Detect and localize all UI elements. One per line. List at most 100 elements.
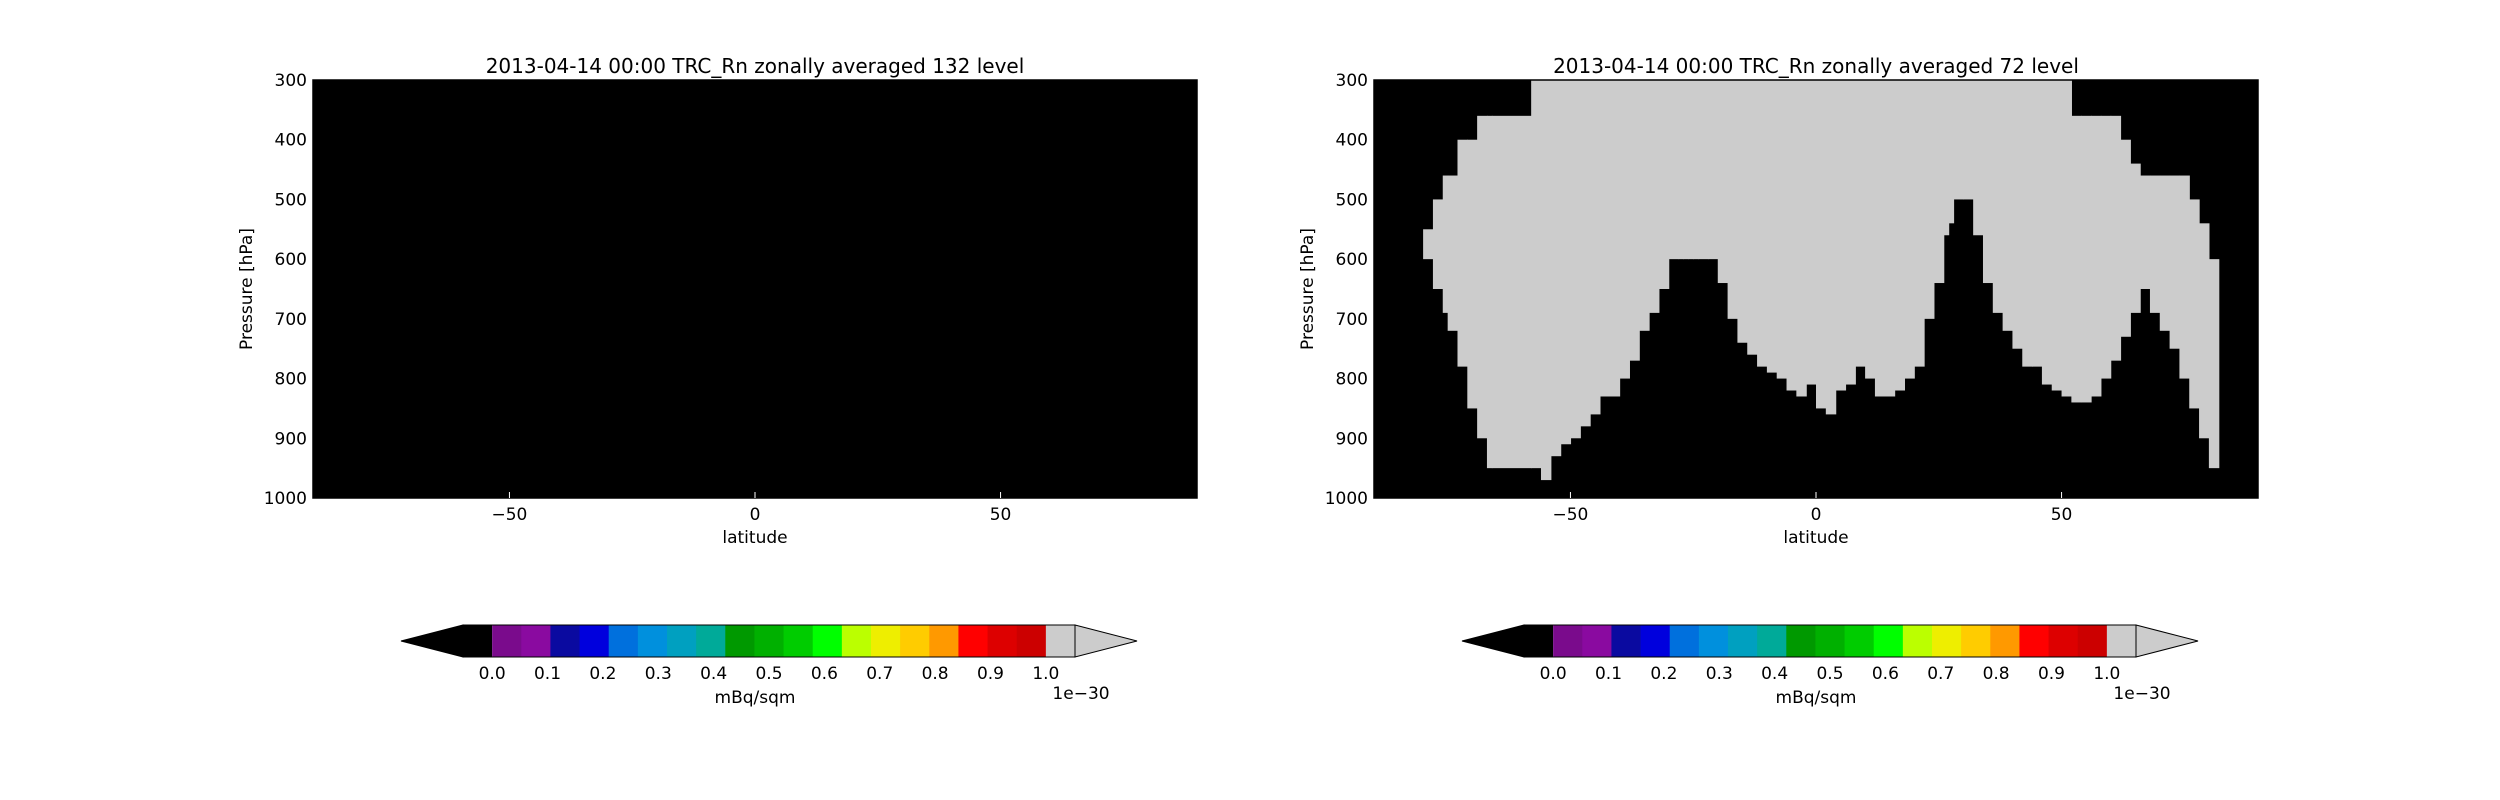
heatmap-cell	[2179, 175, 2190, 379]
y-tick-label: 800	[1336, 370, 1368, 390]
colorbar-segment	[1961, 625, 1991, 657]
colorbar-tick-label: 0.4	[1761, 664, 1788, 684]
heatmap-cell	[1816, 80, 1827, 409]
colorbar-segment	[1990, 625, 2020, 657]
right-colorbar: 0.0 0.1 0.2 0.3 0.4 0.5 0.6 0.7 0.8 0.9 1.0 1e−30 …	[1461, 624, 2199, 708]
colorbar-segment	[1902, 625, 1933, 657]
colorbar-segment	[696, 625, 726, 657]
colorbar-tick-label: 0.9	[977, 664, 1004, 684]
colorbar-segment	[1873, 625, 1904, 657]
colorbar-extend-low	[400, 624, 464, 658]
heatmap-cell	[2130, 163, 2141, 313]
heatmap-cell	[1590, 80, 1601, 415]
colorbar-segment	[1728, 625, 1758, 657]
left-heatmap-panel: 2013-04-14 00:00 TRC_Rn zonally averaged…	[237, 54, 1198, 548]
heatmap-cell	[1423, 229, 1434, 260]
y-tick-label: 900	[275, 429, 307, 449]
left-chart-title: 2013-04-14 00:00 TRC_Rn zonally averaged…	[486, 54, 1025, 78]
y-tick-label: 900	[1336, 429, 1368, 449]
left-x-axis: −50 0 50	[491, 492, 1011, 525]
colorbar-tick-label: 0.2	[1650, 664, 1677, 684]
heatmap-cell	[2120, 139, 2131, 337]
heatmap-cell	[1874, 80, 1886, 397]
colorbar-tick-label: 0.5	[1816, 664, 1843, 684]
heatmap-cell	[1845, 80, 1856, 385]
heatmap-cell	[1786, 80, 1797, 391]
colorbar-segment	[1524, 625, 1554, 657]
colorbar-segment	[725, 625, 755, 657]
heatmap-cell	[2149, 175, 2161, 313]
colorbar-segment	[1757, 625, 1787, 657]
left-colorbar-offset: 1e−30	[1052, 684, 1109, 704]
heatmap-cell	[1747, 80, 1758, 355]
colorbar-segment	[2048, 625, 2079, 657]
colorbar-segment	[667, 625, 697, 657]
heatmap-cell	[1924, 80, 1935, 319]
colorbar-tick-label: 0.9	[2038, 664, 2065, 684]
heatmap-cell	[1973, 80, 1984, 236]
heatmap-cell	[2012, 80, 2023, 349]
colorbar-tick-label: 0.3	[645, 664, 672, 684]
x-tick-label: 0	[750, 505, 761, 525]
heatmap-cell	[1457, 139, 1468, 367]
colorbar-tick-label: 0.5	[755, 664, 782, 684]
right-chart-title: 2013-04-14 00:00 TRC_Rn zonally averaged…	[1553, 54, 2079, 78]
heatmap-cell	[1491, 115, 1532, 469]
right-colorbar-offset: 1e−30	[2113, 684, 2170, 704]
heatmap-cell	[1477, 115, 1488, 439]
heatmap-cell	[1688, 80, 1694, 260]
heatmap-cell	[1727, 80, 1739, 319]
heatmap-cell	[2061, 80, 2072, 397]
colorbar-segment	[1669, 625, 1700, 657]
y-tick-label: 700	[275, 310, 307, 330]
x-tick-label: −50	[1552, 505, 1588, 525]
heatmap-cell	[2140, 175, 2151, 289]
colorbar-tick-label: 0.8	[1983, 664, 2010, 684]
right-colorbar-body	[1461, 624, 2199, 658]
heatmap-cell	[2199, 223, 2210, 439]
heatmap-cell	[1467, 139, 1478, 409]
heatmap-cell	[1933, 80, 1945, 284]
heatmap-cell	[2159, 175, 2171, 331]
heatmap-cell	[1678, 80, 1684, 260]
left-colorbar-ticks: 0.0 0.1 0.2 0.3 0.4 0.5 0.6 0.7 0.8 0.9 1.0	[479, 664, 1060, 684]
heatmap-cell	[1806, 80, 1817, 385]
left-colorbar-body	[400, 624, 1138, 658]
colorbar-tick-label: 0.6	[1872, 664, 1899, 684]
heatmap-cell	[1904, 80, 1915, 379]
heatmap-cell	[1825, 80, 1837, 415]
y-tick-label: 300	[1336, 71, 1368, 91]
colorbar-segment	[871, 625, 901, 657]
heatmap-cell	[1649, 80, 1660, 313]
colorbar-segment	[754, 625, 785, 657]
heatmap-cell	[1855, 80, 1866, 367]
colorbar-segment	[1698, 625, 1729, 657]
colorbar-tick-label: 1.0	[2093, 664, 2120, 684]
colorbar-segment	[841, 625, 872, 657]
colorbar-tick-label: 0.8	[922, 664, 949, 684]
y-tick-label: 400	[275, 131, 307, 151]
right-heatmap-panel: 2013-04-14 00:00 TRC_Rn zonally averaged…	[1298, 54, 2259, 548]
heatmap-cell	[1540, 80, 1552, 481]
colorbar-segment	[987, 625, 1018, 657]
colorbar-segment	[812, 625, 843, 657]
y-tick-label: 300	[275, 71, 307, 91]
colorbar-segment	[521, 625, 551, 657]
heatmap-cell	[1658, 80, 1670, 289]
heatmap-cell	[1948, 80, 1955, 224]
x-tick-label: 50	[2051, 505, 2073, 525]
heatmap-cell	[2110, 115, 2122, 361]
heatmap-background	[313, 80, 1197, 498]
heatmap-cell	[1865, 80, 1876, 379]
colorbar-segment	[1582, 625, 1612, 657]
colorbar-frame	[1523, 624, 2137, 658]
colorbar-tick-label: 0.3	[1706, 664, 1733, 684]
y-tick-label: 500	[1336, 190, 1368, 210]
colorbar-tick-label: 0.4	[700, 664, 727, 684]
colorbar-segment	[492, 625, 522, 657]
heatmap-cell	[1992, 80, 2004, 313]
colorbar-extend-high	[2135, 624, 2199, 658]
left-y-axis: 300 400 500 600 700 800 900 1000	[264, 71, 307, 509]
x-tick-label: 50	[990, 505, 1012, 525]
right-x-axis-label: latitude	[1783, 528, 1848, 548]
